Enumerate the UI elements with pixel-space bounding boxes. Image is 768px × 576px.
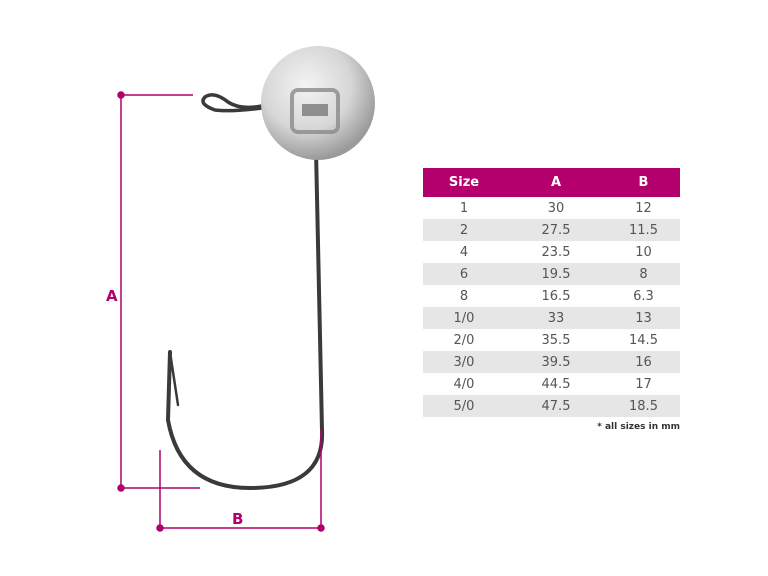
head-emblem bbox=[290, 88, 340, 134]
cell-size: 8 bbox=[459, 288, 469, 304]
table-row: 8 16.5 6.3 bbox=[423, 285, 680, 307]
header-b: B bbox=[607, 168, 680, 197]
cell-size: 1 bbox=[459, 200, 469, 216]
cell-a: 27.5 bbox=[505, 219, 607, 241]
cell-a: 47.5 bbox=[505, 395, 607, 417]
hook bbox=[165, 93, 325, 491]
jig-head bbox=[261, 46, 375, 160]
cell-size: 2/0 bbox=[453, 332, 475, 348]
cell-size: 5/0 bbox=[423, 395, 505, 417]
header-a: A bbox=[505, 168, 607, 197]
table-row: 5/0 47.5 18.5 bbox=[423, 395, 680, 417]
cell-b: 11.5 bbox=[607, 219, 680, 241]
cell-b: 13 bbox=[607, 307, 680, 329]
cell-a: 35.5 bbox=[541, 332, 571, 348]
table-row: 3/0 39.5 16 bbox=[423, 351, 680, 373]
cell-b: 17 bbox=[635, 376, 652, 392]
cell-b: 6.3 bbox=[633, 288, 654, 304]
cell-size: 1/0 bbox=[423, 307, 505, 329]
table-row: 2/0 35.5 14.5 bbox=[423, 329, 680, 351]
cell-b: 12 bbox=[635, 200, 652, 216]
cell-b: 18.5 bbox=[607, 395, 680, 417]
cell-b: 16 bbox=[607, 351, 680, 373]
table-row: 4/0 44.5 17 bbox=[423, 373, 680, 395]
cell-size: 3/0 bbox=[423, 351, 505, 373]
cell-b: 14.5 bbox=[629, 332, 658, 348]
cell-a: 39.5 bbox=[505, 351, 607, 373]
dimension-a-label: A bbox=[106, 287, 118, 305]
cell-size: 4 bbox=[459, 244, 469, 260]
header-size: Size bbox=[423, 168, 505, 197]
cell-a: 30 bbox=[547, 200, 565, 216]
cell-b: 8 bbox=[607, 263, 680, 285]
cell-a: 19.5 bbox=[505, 263, 607, 285]
cell-a: 23.5 bbox=[541, 244, 571, 260]
table-row: 1/0 33 13 bbox=[423, 307, 680, 329]
dimension-lines bbox=[117, 91, 325, 532]
cell-size: 6 bbox=[423, 263, 505, 285]
cell-size: 2 bbox=[423, 219, 505, 241]
cell-a: 33 bbox=[505, 307, 607, 329]
units-note: * all sizes in mm bbox=[597, 422, 680, 432]
size-table: Size A B 1 30 12 2 27.5 11.5 4 23.5 10 6 19.5 8 8 16.… bbox=[423, 168, 680, 417]
dimension-b-label: B bbox=[232, 510, 244, 528]
table-row: 2 27.5 11.5 bbox=[423, 219, 680, 241]
table-header-row: Size A B bbox=[423, 168, 680, 197]
cell-a: 44.5 bbox=[541, 376, 571, 392]
cell-a: 16.5 bbox=[541, 288, 571, 304]
table-row: 6 19.5 8 bbox=[423, 263, 680, 285]
table-row: 1 30 12 bbox=[423, 197, 680, 219]
cell-size: 4/0 bbox=[453, 376, 475, 392]
cell-b: 10 bbox=[635, 244, 652, 260]
table-row: 4 23.5 10 bbox=[423, 241, 680, 263]
